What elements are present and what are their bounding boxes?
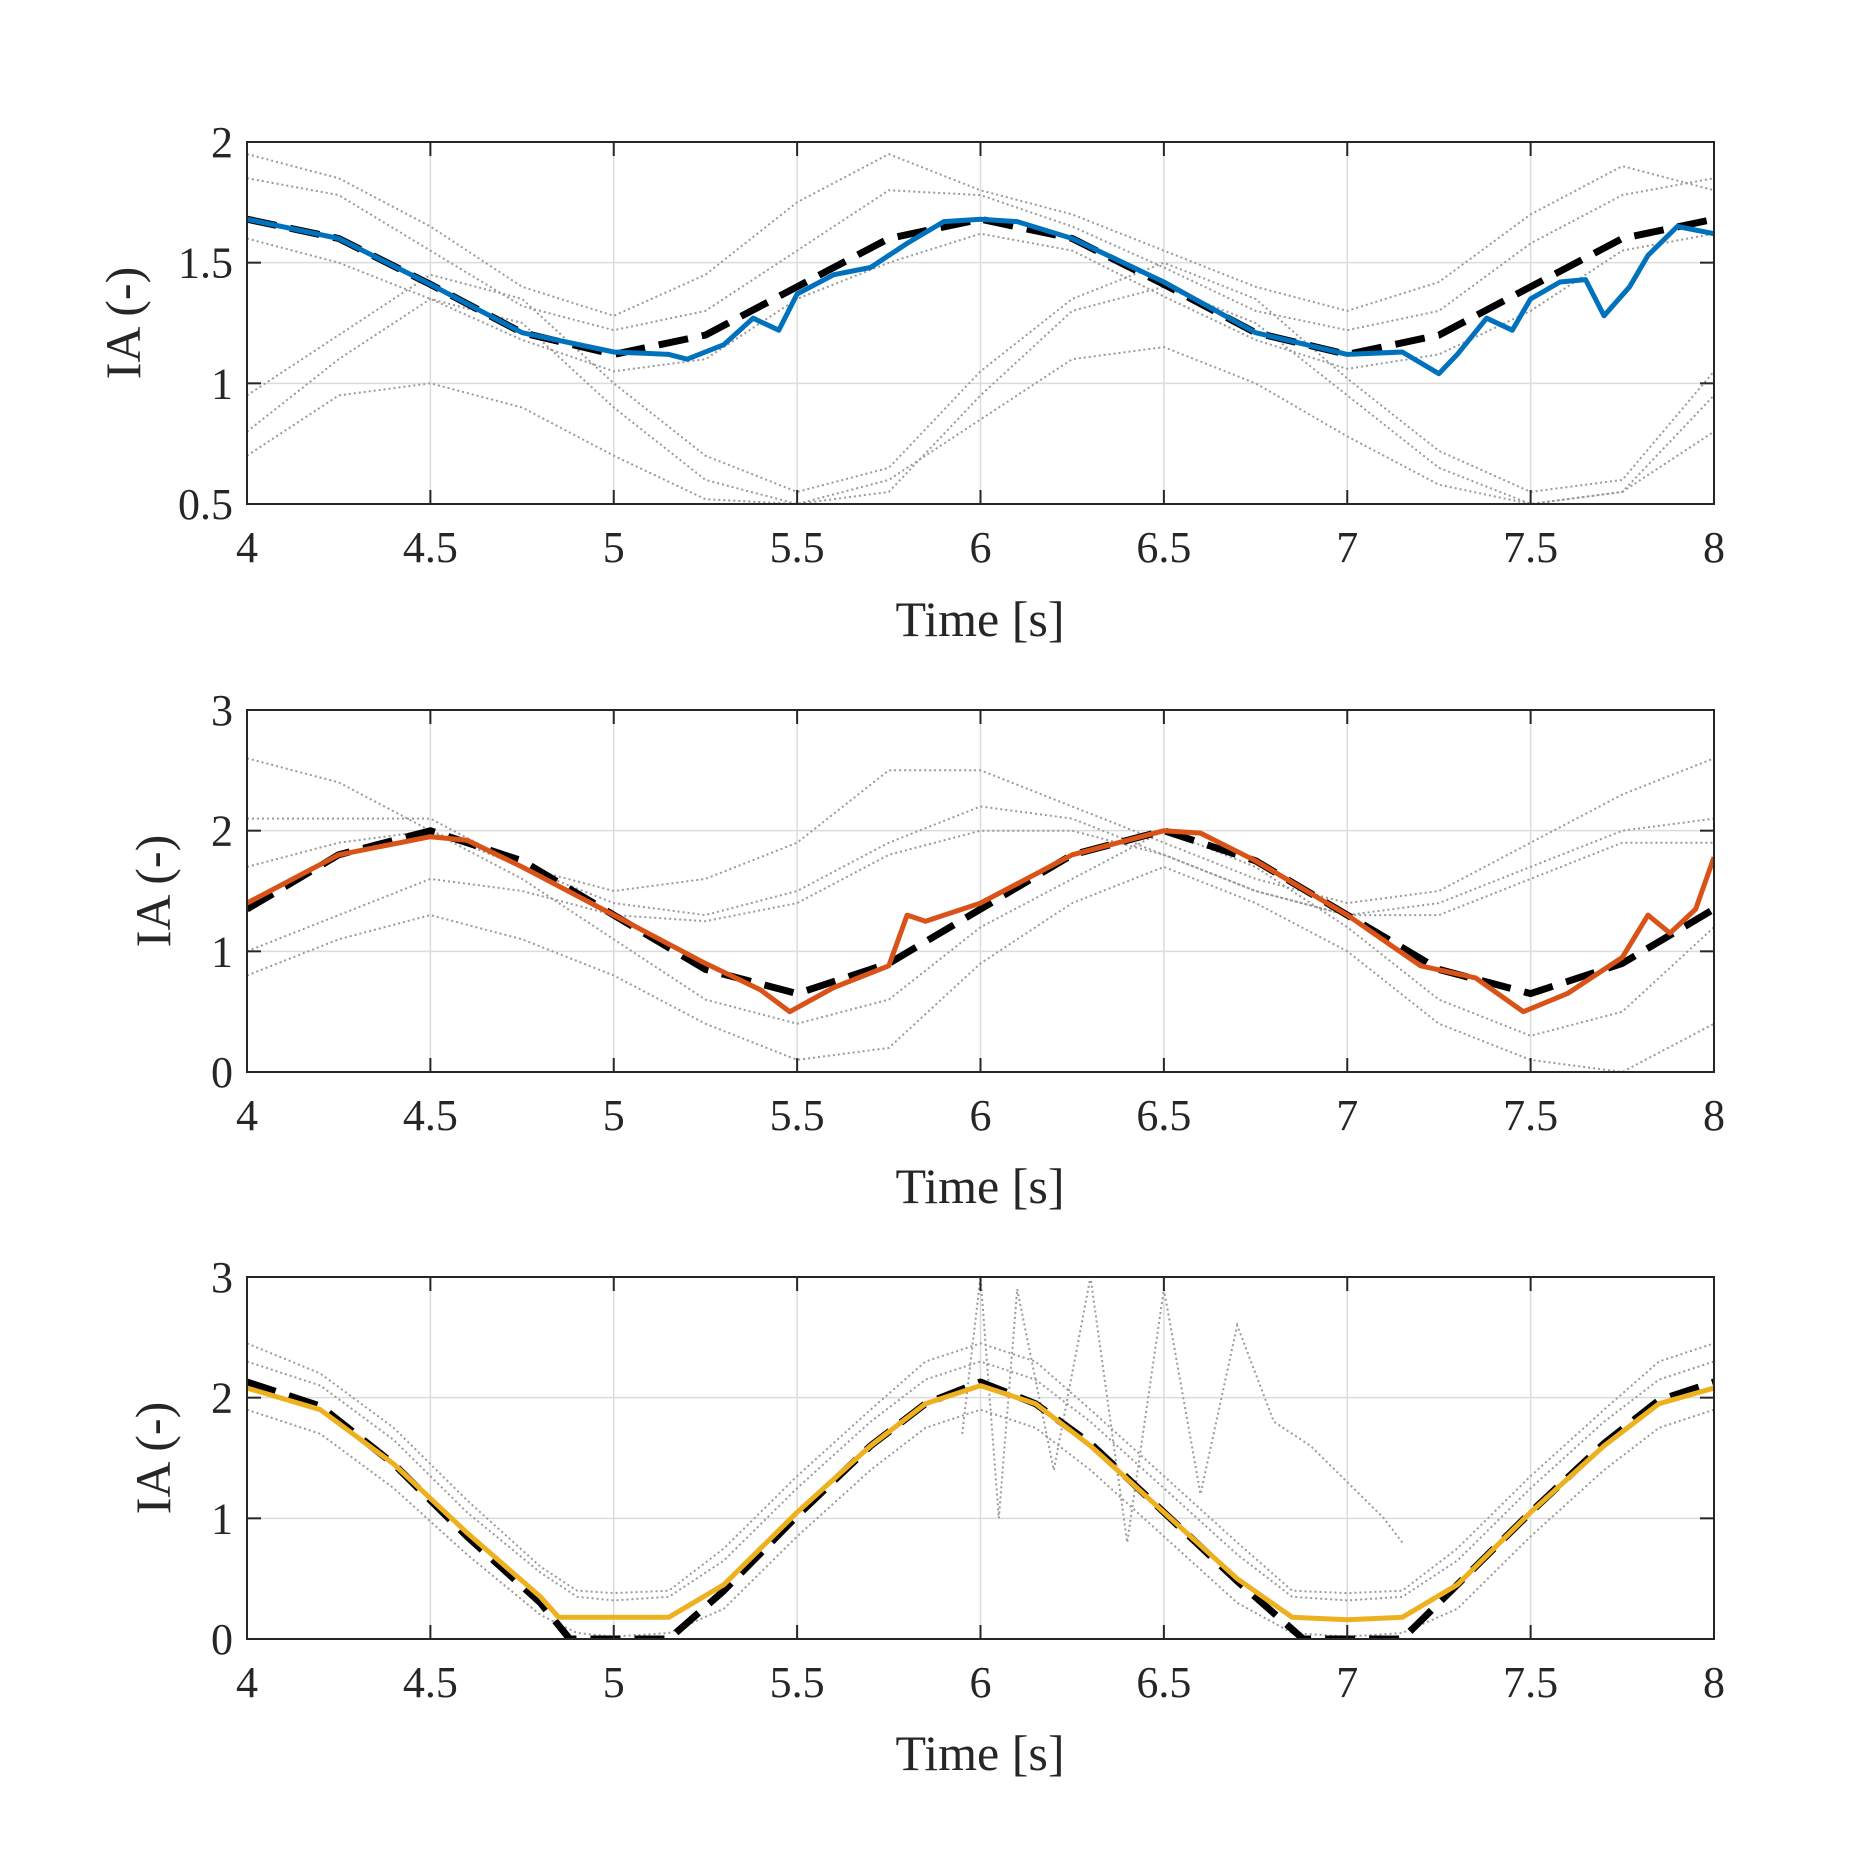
trial-line: [247, 153, 1714, 317]
y-tick-label: 1: [211, 927, 233, 976]
y-tick-label: 1: [211, 1494, 233, 1543]
y-ticks: 0 1 2 3: [211, 686, 1714, 1097]
x-tick-label: 8: [1703, 1658, 1725, 1707]
trial-lines: [247, 757, 1714, 1072]
trial-line: [247, 757, 1714, 905]
trial-line: [247, 829, 1714, 1037]
x-tick-label: 7.5: [1503, 523, 1558, 572]
x-ticks: 4 4.5 5 5.5 6 6.5 7 7.5 8: [236, 142, 1725, 572]
y-tick-label: 3: [211, 686, 233, 735]
x-tick-label: 4: [236, 1658, 258, 1707]
y-ticks: 0.5 1 1.5 2: [178, 118, 1714, 529]
trial-line: [247, 1360, 1714, 1602]
x-tick-label: 6.5: [1136, 523, 1191, 572]
x-tick-label: 7.5: [1503, 1658, 1558, 1707]
x-tick-label: 5.5: [770, 1658, 825, 1707]
y-axis-label: IA (-): [125, 1402, 181, 1514]
x-tick-label: 6.5: [1136, 1658, 1191, 1707]
y-axis-label: IA (-): [125, 835, 181, 947]
x-tick-label: 5: [603, 1091, 625, 1140]
y-tick-label: 1.5: [178, 239, 233, 288]
x-tick-label: 7.5: [1503, 1091, 1558, 1140]
x-tick-label: 6.5: [1136, 1091, 1191, 1140]
mean-line: [247, 1383, 1714, 1623]
x-ticks: 4 4.5 5 5.5 6 6.5 7 7.5 8: [236, 710, 1725, 1140]
y-tick-label: 2: [211, 807, 233, 856]
x-axis-label: Time [s]: [895, 591, 1064, 647]
x-tick-label: 8: [1703, 1091, 1725, 1140]
trial-lines: [247, 153, 1714, 504]
trial-line: [247, 177, 1714, 332]
x-tick-label: 6: [970, 523, 992, 572]
x-tick-label: 7: [1336, 1658, 1358, 1707]
y-axis-label: IA (-): [95, 267, 151, 379]
x-tick-label: 4.5: [403, 1091, 458, 1140]
subplot-3: 4 4.5 5 5.5 6 6.5 7 7.5 8 0 1 2 3 Time [s] IA (-): [125, 1253, 1725, 1781]
y-tick-label: 0: [211, 1048, 233, 1097]
y-tick-label: 1: [211, 359, 233, 408]
x-tick-label: 4.5: [403, 1658, 458, 1707]
mean-curve: [247, 1383, 1714, 1623]
y-tick-label: 0.5: [178, 480, 233, 529]
mean-line: [247, 216, 1714, 377]
y-ticks: 0 1 2 3: [211, 1253, 1714, 1664]
x-tick-label: 5: [603, 1658, 625, 1707]
x-axis-label: Time [s]: [895, 1725, 1064, 1781]
subplot-2: 4 4.5 5 5.5 6 6.5 7 7.5 8 0 1 2 3 Time [s] IA (-): [125, 686, 1725, 1214]
x-tick-label: 6: [970, 1091, 992, 1140]
x-axis-label: Time [s]: [895, 1158, 1064, 1214]
x-tick-label: 6: [970, 1658, 992, 1707]
y-tick-label: 3: [211, 1253, 233, 1302]
mean-curve: [247, 828, 1714, 1015]
y-tick-label: 0: [211, 1615, 233, 1664]
x-tick-label: 7: [1336, 1091, 1358, 1140]
mean-curve: [247, 216, 1714, 377]
subplot-1: 4 4.5 5 5.5 6 6.5 7 7.5 8 0.5 1 1.5 2 Time [s] IA (…: [95, 118, 1725, 647]
mean-line: [247, 828, 1714, 1015]
x-tick-label: 8: [1703, 523, 1725, 572]
x-ticks: 4 4.5 5 5.5 6 6.5 7 7.5 8: [236, 1277, 1725, 1707]
x-tick-label: 4: [236, 523, 258, 572]
y-tick-label: 2: [211, 118, 233, 167]
trial-line: [247, 865, 1714, 1072]
trial-line: [247, 805, 1714, 917]
x-tick-label: 5.5: [770, 523, 825, 572]
trial-line: [247, 346, 1714, 504]
x-tick-label: 5: [603, 523, 625, 572]
y-tick-label: 2: [211, 1374, 233, 1423]
trial-line: [247, 1342, 1714, 1595]
x-tick-label: 5.5: [770, 1091, 825, 1140]
x-tick-label: 7: [1336, 523, 1358, 572]
x-tick-label: 4: [236, 1091, 258, 1140]
x-tick-label: 4.5: [403, 523, 458, 572]
trial-line: [247, 232, 1714, 373]
